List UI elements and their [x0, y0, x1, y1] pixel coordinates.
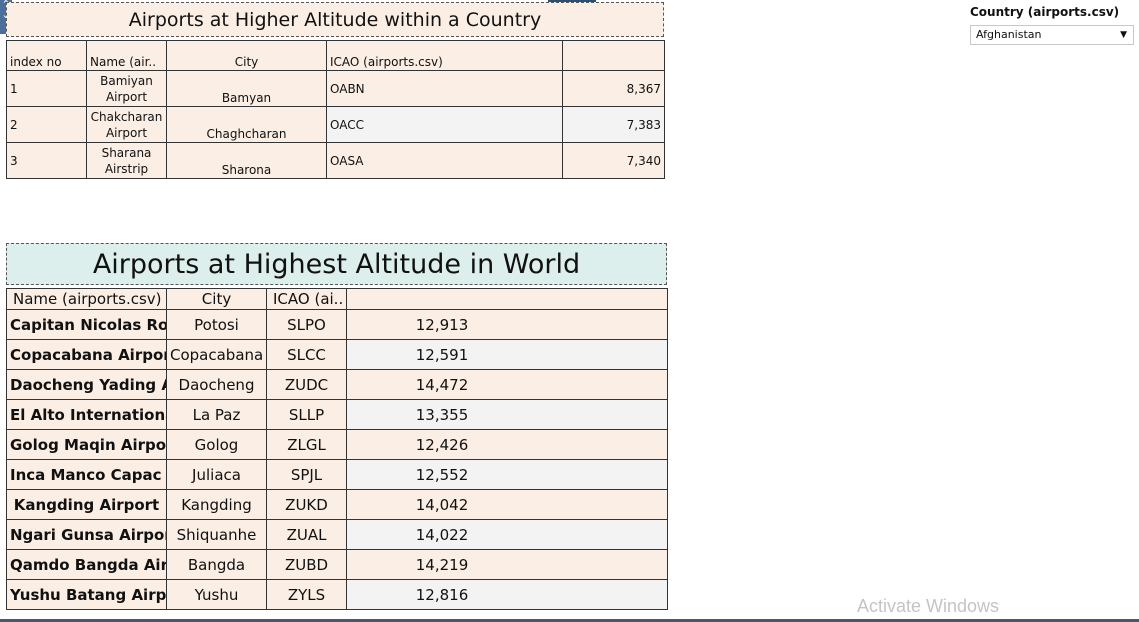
- altitude-cell: 14,022: [346, 519, 668, 550]
- altitude-cell: 12,591: [346, 339, 668, 370]
- table-row[interactable]: Golog Maqin Airport Golog ZLGL 12,426: [6, 429, 668, 460]
- icao-cell: ZLGL: [266, 429, 347, 460]
- city-cell: Juliaca: [166, 459, 267, 490]
- table-row[interactable]: Copacabana Airport Copacabana SLCC 12,59…: [6, 339, 668, 370]
- world-table-title: Airports at Highest Altitude in World: [6, 243, 667, 285]
- name-cell: Capitan Nicolas Roj..: [6, 309, 167, 340]
- altitude-cell: 12,816: [346, 579, 668, 610]
- name-cell: Kangding Airport: [6, 489, 167, 520]
- city-cell: Shiquanhe: [166, 519, 267, 550]
- dropdown-value: Afghanistan: [976, 28, 1042, 41]
- altitude-cell: 14,472: [346, 369, 668, 400]
- index-cell: 1: [6, 70, 87, 107]
- country-airports-table: index no Name (air.. City ICAO (airports…: [6, 40, 665, 179]
- name-cell: Qamdo Bangda Air..: [6, 549, 167, 580]
- name-cell: Yushu Batang Airpo..: [6, 579, 167, 610]
- city-cell: Bangda: [166, 549, 267, 580]
- name-cell: Golog Maqin Airport: [6, 429, 167, 460]
- icao-cell: ZUAL: [266, 519, 347, 550]
- table-row[interactable]: 2 Chakcharan Airport Chaghcharan OACC 7,…: [6, 106, 665, 143]
- table-row[interactable]: Capitan Nicolas Roj.. Potosi SLPO 12,913: [6, 309, 668, 340]
- table-row[interactable]: Inca Manco Capac I.. Juliaca SPJL 12,552: [6, 459, 668, 490]
- icao-cell: OASA: [326, 142, 563, 179]
- column-header[interactable]: [346, 288, 668, 310]
- table-row[interactable]: El Alto Internationa.. La Paz SLLP 13,35…: [6, 399, 668, 430]
- city-cell: Chaghcharan: [166, 106, 327, 143]
- icao-cell: SPJL: [266, 459, 347, 490]
- altitude-cell: 7,340: [562, 142, 665, 179]
- column-header[interactable]: City: [166, 40, 327, 71]
- table-row[interactable]: Daocheng Yading Ai.. Daocheng ZUDC 14,47…: [6, 369, 668, 400]
- icao-cell: OACC: [326, 106, 563, 143]
- table-header-row: index no Name (air.. City ICAO (airports…: [6, 40, 665, 71]
- altitude-cell: 7,383: [562, 106, 665, 143]
- name-cell: Chakcharan Airport: [86, 106, 167, 143]
- city-cell: Sharona: [166, 142, 327, 179]
- altitude-cell: 12,913: [346, 309, 668, 340]
- icao-cell: ZYLS: [266, 579, 347, 610]
- dropdown-arrow-icon[interactable]: ▼: [1120, 30, 1127, 40]
- city-cell: Bamyan: [166, 70, 327, 107]
- altitude-cell: 13,355: [346, 399, 668, 430]
- bottom-border: [0, 619, 1139, 622]
- country-table-title: Airports at Higher Altitude within a Cou…: [6, 2, 664, 37]
- icao-cell: SLLP: [266, 399, 347, 430]
- column-header[interactable]: ICAO (airports.csv): [326, 40, 563, 71]
- table-row[interactable]: Kangding Airport Kangding ZUKD 14,042: [6, 489, 668, 520]
- icao-cell: ZUBD: [266, 549, 347, 580]
- name-cell: Bamiyan Airport: [86, 70, 167, 107]
- table-header-row: Name (airports.csv) City ICAO (ai..: [6, 288, 668, 310]
- top-selection-strip: [548, 0, 596, 3]
- icao-cell: OABN: [326, 70, 563, 107]
- table-row[interactable]: Ngari Gunsa Airport Shiquanhe ZUAL 14,02…: [6, 519, 668, 550]
- altitude-cell: 14,219: [346, 549, 668, 580]
- table-row[interactable]: 3 Sharana Airstrip Sharona OASA 7,340: [6, 142, 665, 179]
- city-cell: Daocheng: [166, 369, 267, 400]
- table-row[interactable]: 1 Bamiyan Airport Bamyan OABN 8,367: [6, 70, 665, 107]
- country-filter: Country (airports.csv) Afghanistan ▼: [970, 5, 1134, 45]
- name-cell: Ngari Gunsa Airport: [6, 519, 167, 550]
- name-cell: Copacabana Airport: [6, 339, 167, 370]
- altitude-cell: 8,367: [562, 70, 665, 107]
- icao-cell: SLPO: [266, 309, 347, 340]
- city-cell: Yushu: [166, 579, 267, 610]
- name-cell: Daocheng Yading Ai..: [6, 369, 167, 400]
- city-cell: Golog: [166, 429, 267, 460]
- index-cell: 3: [6, 142, 87, 179]
- icao-cell: SLCC: [266, 339, 347, 370]
- country-dropdown[interactable]: Afghanistan ▼: [970, 25, 1134, 45]
- name-cell: Inca Manco Capac I..: [6, 459, 167, 490]
- column-header[interactable]: index no: [6, 40, 87, 71]
- city-cell: Kangding: [166, 489, 267, 520]
- altitude-cell: 12,426: [346, 429, 668, 460]
- activate-windows-watermark: Activate Windows: [857, 596, 1000, 616]
- column-header[interactable]: City: [166, 288, 267, 310]
- world-airports-table: Name (airports.csv) City ICAO (ai.. Capi…: [6, 288, 668, 610]
- column-header[interactable]: Name (airports.csv): [6, 288, 167, 310]
- city-cell: Copacabana: [166, 339, 267, 370]
- altitude-cell: 12,552: [346, 459, 668, 490]
- table-row[interactable]: Qamdo Bangda Air.. Bangda ZUBD 14,219: [6, 549, 668, 580]
- city-cell: La Paz: [166, 399, 267, 430]
- altitude-cell: 14,042: [346, 489, 668, 520]
- icao-cell: ZUKD: [266, 489, 347, 520]
- column-header[interactable]: [562, 40, 665, 71]
- name-cell: El Alto Internationa..: [6, 399, 167, 430]
- index-cell: 2: [6, 106, 87, 143]
- icao-cell: ZUDC: [266, 369, 347, 400]
- name-cell: Sharana Airstrip: [86, 142, 167, 179]
- city-cell: Potosi: [166, 309, 267, 340]
- table-row[interactable]: Yushu Batang Airpo.. Yushu ZYLS 12,816: [6, 579, 668, 610]
- filter-label: Country (airports.csv): [970, 5, 1120, 19]
- column-header[interactable]: ICAO (ai..: [266, 288, 347, 310]
- column-header[interactable]: Name (air..: [86, 40, 167, 71]
